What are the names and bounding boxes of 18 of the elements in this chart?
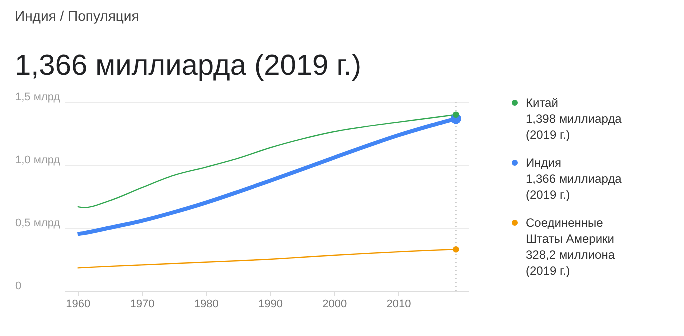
text: 1,366 миллиарда (2019 г.) (526, 171, 623, 203)
chart-subtitle: Индия / Популяция (15, 8, 140, 24)
text: 328,2 миллиона (2019 г.) (526, 247, 616, 279)
x-tick-label: 1960 (66, 298, 91, 310)
x-tick-label: 1970 (130, 298, 155, 310)
chart-title: 1,366 миллиарда (2019 г.) (15, 50, 362, 83)
x-tick-label: 1990 (258, 298, 283, 310)
legend-label: Китай (526, 95, 560, 111)
legend-label: Соединенные Штаты Америки (526, 215, 616, 247)
y-tick-label: 0 (16, 280, 22, 292)
x-tick-label: 2010 (386, 298, 412, 310)
y-tick-label: 1,0 млрд (16, 154, 61, 166)
y-tick-label: 1,5 млрд (16, 92, 61, 104)
x-tick-label: 1980 (194, 298, 219, 310)
text: 1,398 миллиарда (2019 г.) (526, 111, 623, 143)
y-tick-label: 0,5 млрд (16, 218, 61, 230)
x-tick-label: 2000 (322, 298, 348, 310)
legend-label: Индия (526, 155, 562, 171)
